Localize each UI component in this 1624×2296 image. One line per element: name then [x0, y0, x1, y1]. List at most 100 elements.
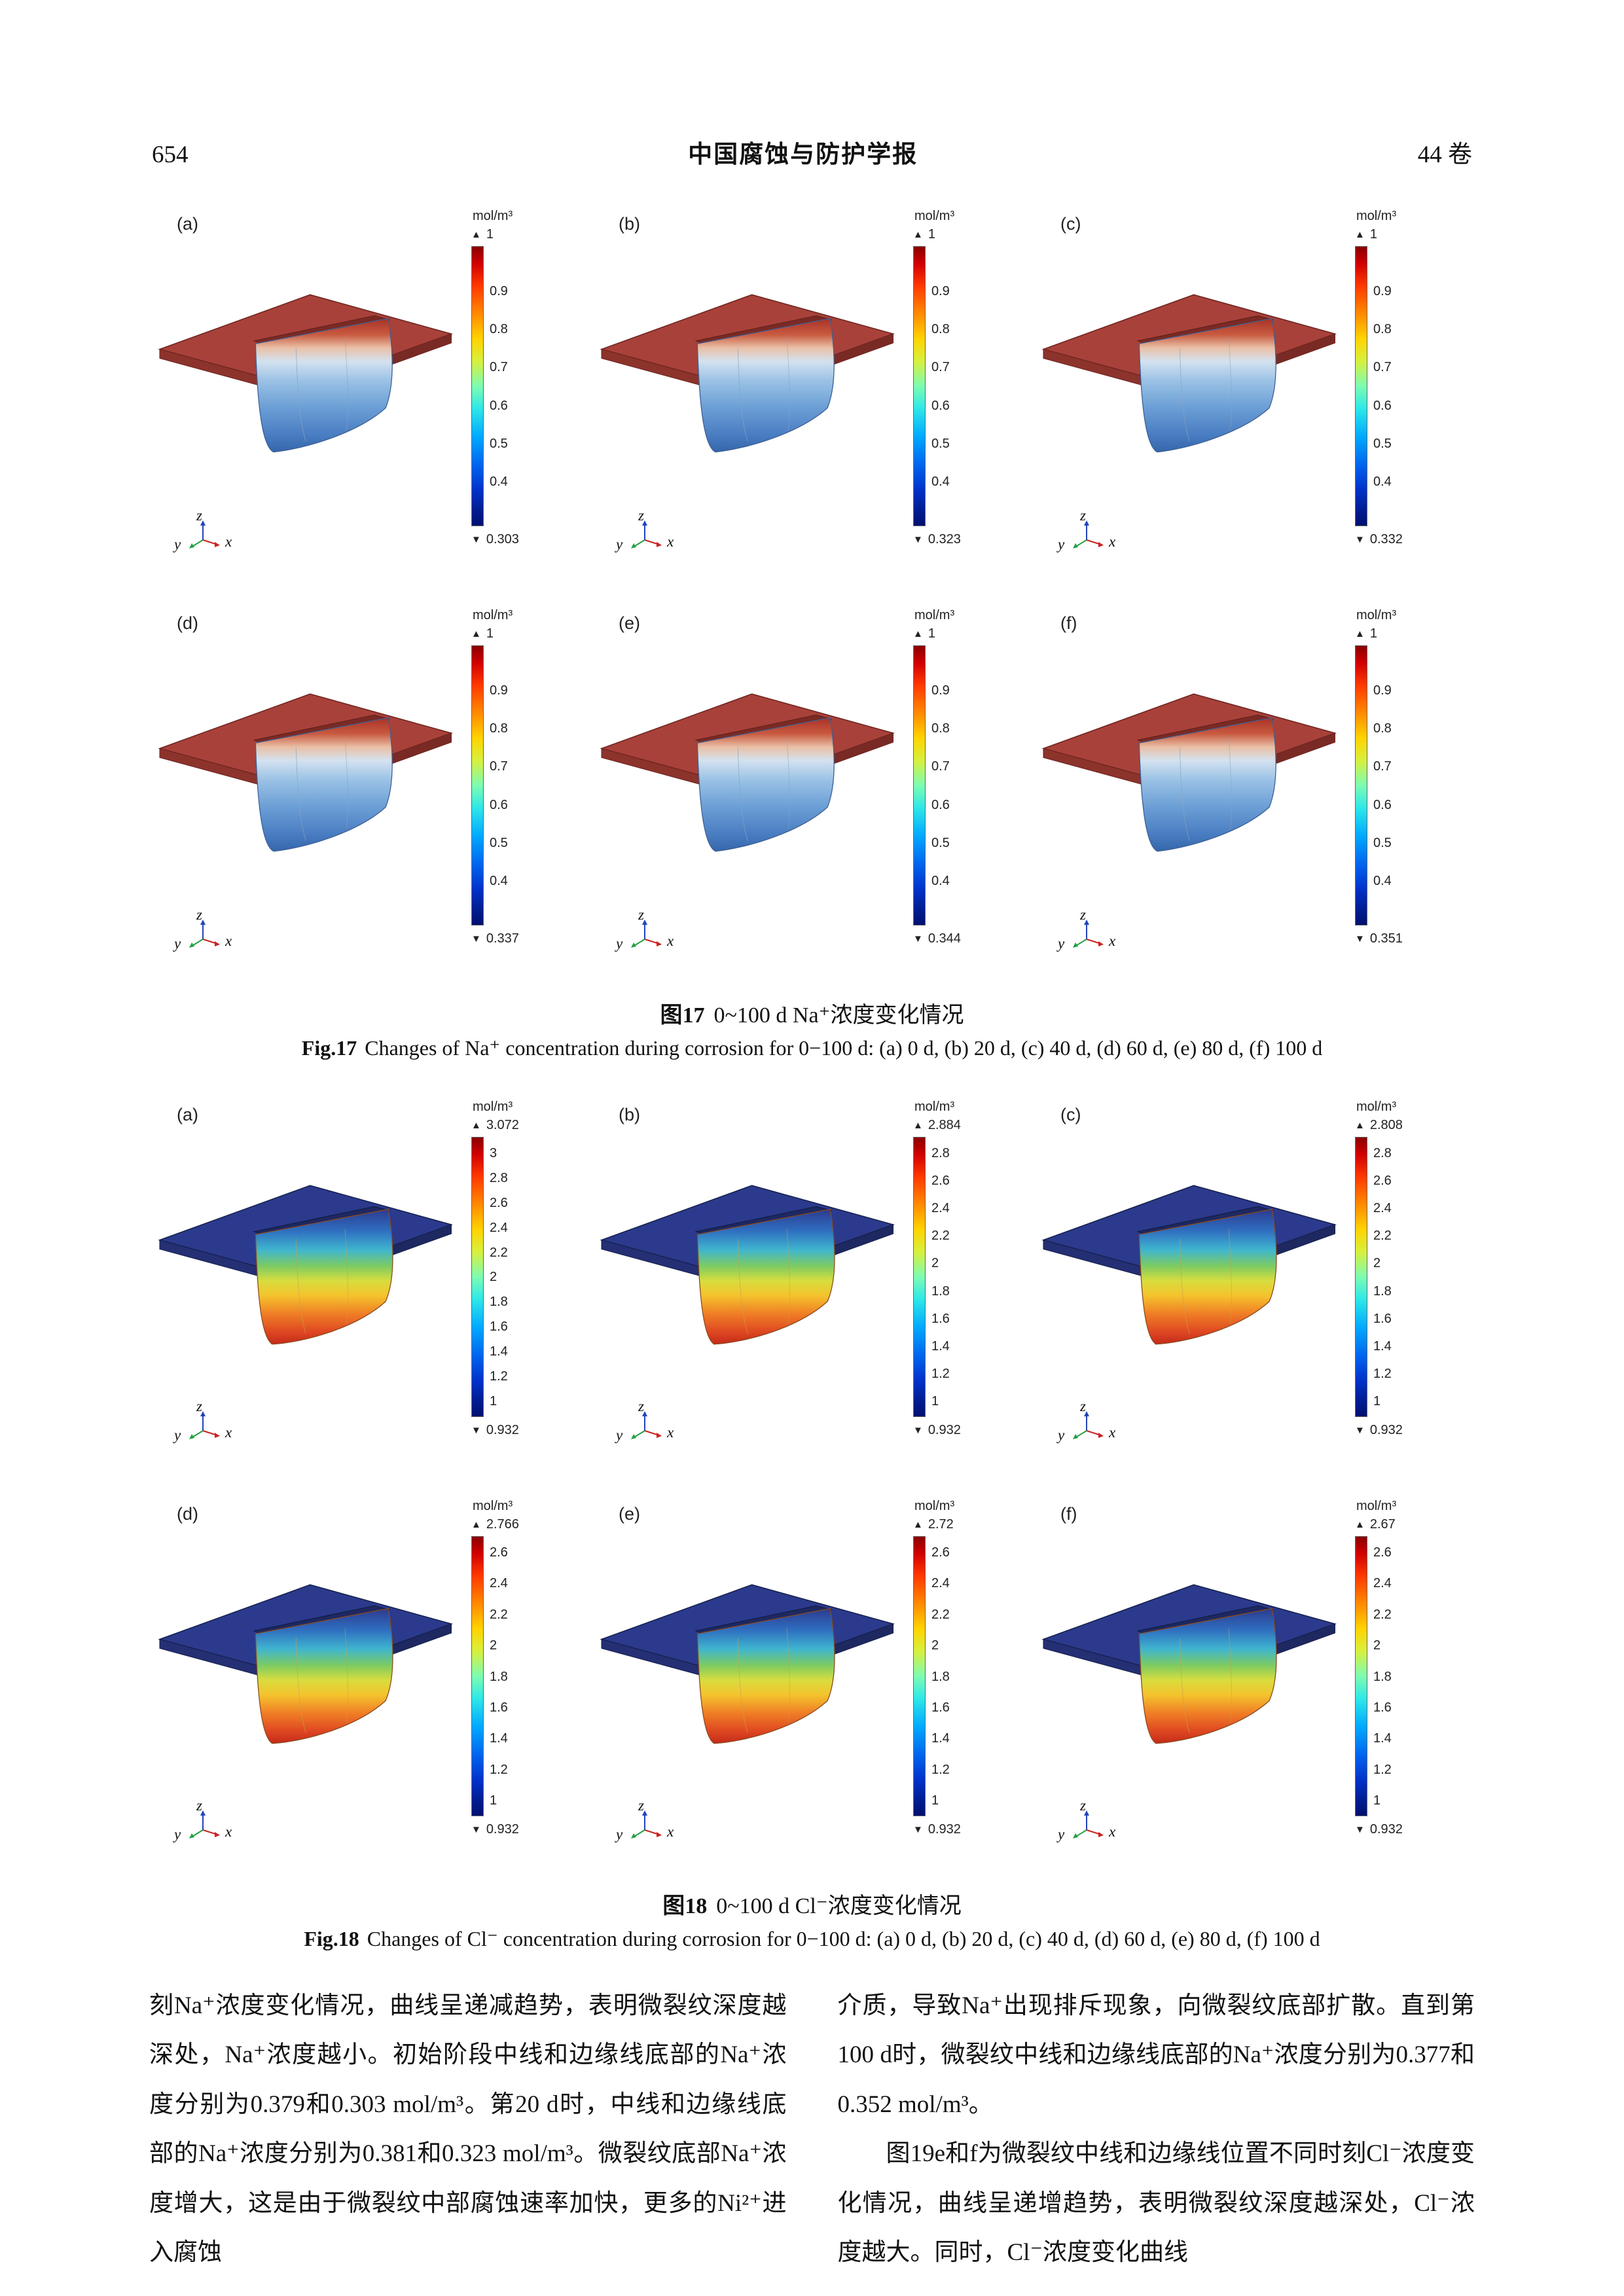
colorbar-tick-label: 0.5 [931, 436, 950, 451]
cl-concentration-3d-plot [149, 1522, 457, 1784]
colorbar-max: ▲ 2.884 [913, 1116, 1024, 1134]
axis-z-label: z [196, 507, 202, 524]
subplot-label: (a) [177, 1105, 198, 1124]
colorbar-body: 2.8 2.6 2.4 2.2 2 1.8 1.6 1.4 1.2 1 [1355, 1137, 1466, 1417]
colorbar-tick-label: 1.4 [490, 1731, 508, 1746]
colorbar-tick-label: 0.5 [490, 436, 508, 451]
subplot-label: (a) [177, 214, 198, 234]
colorbar-max: ▲ 2.808 [1355, 1116, 1466, 1134]
axis-z-label: z [196, 1797, 202, 1814]
colorbar-body: 0.9 0.8 0.7 0.6 0.5 0.4 [1355, 645, 1466, 925]
subplot-label: (d) [177, 1504, 198, 1524]
colorbar-ticks: 2.6 2.4 2.2 2 1.8 1.6 1.4 1.2 1 [931, 1536, 950, 1816]
colorbar-max-value: 3.072 [486, 1117, 519, 1132]
axis-arrows-icon [1068, 1808, 1109, 1842]
colorbar-tick-label: 0.9 [931, 284, 950, 298]
colorbar-tick-label: 3 [490, 1146, 497, 1160]
colorbar-ticks: 0.9 0.8 0.7 0.6 0.5 0.4 [1373, 246, 1392, 526]
colorbar-max-value: 1 [928, 226, 935, 242]
figure-17-caption-cn: 图17 0~100 d Na⁺浓度变化情况 [149, 997, 1475, 1029]
colorbar-tick-label: 0.5 [490, 835, 508, 850]
colorbar-min-value: 0.303 [486, 531, 519, 547]
max-arrow-icon: ▲ [1355, 628, 1365, 639]
axis-triad: z y x [616, 507, 679, 560]
colorbar-tick-label: 0.6 [490, 797, 508, 812]
colorbar: mol/m³ ▲ 1 0.9 0.8 0.7 0.6 0.5 0.4 ▼ 0.351 [1355, 608, 1466, 948]
colorbar-gradient [471, 1137, 484, 1417]
colorbar-max: ▲ 2.766 [471, 1515, 583, 1534]
colorbar-body: 0.9 0.8 0.7 0.6 0.5 0.4 [913, 246, 1024, 526]
cl-concentration-3d-plot [1033, 1123, 1341, 1385]
axis-x-label: x [1109, 933, 1116, 949]
max-arrow-icon: ▲ [471, 1119, 481, 1131]
axis-y-label: y [616, 935, 623, 952]
max-arrow-icon: ▲ [913, 1518, 923, 1530]
colorbar-unit: mol/m³ [473, 1100, 513, 1114]
colorbar-tick-label: 2 [931, 1256, 939, 1271]
colorbar-body: 0.9 0.8 0.7 0.6 0.5 0.4 [471, 645, 583, 925]
colorbar-gradient [1355, 1137, 1367, 1417]
axis-y-label: y [174, 536, 181, 552]
colorbar-min-value: 0.932 [928, 1422, 961, 1437]
paragraph: 刻Na⁺浓度变化情况，曲线呈递减趋势，表明微裂纹深度越深处，Na⁺浓度越小。初始… [149, 1992, 787, 2267]
na-concentration-3d-plot [1033, 232, 1341, 494]
figure-17-subplot: (d) z y x mol/m³ ▲ 1 [149, 603, 591, 988]
colorbar-min-value: 0.932 [1369, 1422, 1403, 1437]
colorbar-tick-label: 0.4 [931, 873, 950, 888]
figure-17-subplot: (b) z y x mol/m³ ▲ 1 [591, 204, 1033, 588]
colorbar-tick-label: 2.4 [1373, 1576, 1392, 1591]
colorbar-tick-label: 0.7 [931, 759, 950, 774]
colorbar-tick-label: 1.4 [1373, 1338, 1392, 1354]
colorbar-min: ▼ 0.351 [1355, 929, 1466, 948]
axis-x-label: x [225, 533, 232, 550]
axis-arrows-icon [626, 518, 667, 552]
colorbar-tick-label: 1.2 [931, 1366, 950, 1381]
axis-arrows-icon [1068, 917, 1109, 951]
axis-y-label: y [1058, 1427, 1065, 1443]
colorbar-tick-label: 0.4 [1373, 474, 1392, 489]
colorbar-tick-label: 0.9 [1373, 284, 1392, 298]
subplot-label: (b) [619, 1105, 640, 1124]
colorbar-unit: mol/m³ [914, 1499, 955, 1513]
colorbar-tick-label: 0.7 [1373, 360, 1392, 375]
colorbar-tick-label: 2.6 [931, 1545, 950, 1560]
colorbar-tick-label: 0.9 [490, 284, 508, 298]
colorbar-ticks: 0.9 0.8 0.7 0.6 0.5 0.4 [490, 645, 508, 925]
colorbar-tick-label: 1.4 [1373, 1731, 1392, 1746]
colorbar-unit: mol/m³ [914, 608, 955, 622]
axis-y-label: y [174, 935, 181, 952]
colorbar-tick-label: 1.2 [490, 1369, 508, 1384]
max-arrow-icon: ▲ [471, 228, 481, 240]
colorbar-gradient [913, 1137, 926, 1417]
paragraph: 图19e和f为微裂纹中线和边缘线位置不同时刻Cl⁻浓度变化情况，曲线呈递增趋势，… [837, 2140, 1475, 2267]
axis-arrows-icon [626, 1808, 667, 1842]
colorbar-unit: mol/m³ [914, 1100, 955, 1114]
colorbar-min-value: 0.332 [1369, 531, 1403, 547]
body-text-columns: 刻Na⁺浓度变化情况，曲线呈递减趋势，表明微裂纹深度越深处，Na⁺浓度越小。初始… [149, 1981, 1475, 2278]
colorbar-tick-label: 1 [931, 1793, 939, 1808]
colorbar: mol/m³ ▲ 1 0.9 0.8 0.7 0.6 0.5 0.4 ▼ 0.344 [913, 608, 1024, 948]
colorbar-tick-label: 1.4 [490, 1344, 508, 1359]
colorbar-tick-label: 2.2 [931, 1229, 950, 1244]
figure-18-caption-cn-text: 0~100 d Cl⁻浓度变化情况 [716, 1894, 962, 1918]
axis-y-label: y [1058, 536, 1065, 552]
colorbar-tick-label: 1.6 [490, 1319, 508, 1335]
axis-triad: z y x [1058, 507, 1121, 560]
na-concentration-3d-plot [1033, 632, 1341, 893]
min-arrow-icon: ▼ [913, 533, 923, 545]
colorbar-tick-label: 2 [490, 1270, 497, 1285]
figure-17-caption-cn-label: 图17 [660, 1003, 705, 1028]
colorbar-tick-label: 0.6 [490, 398, 508, 413]
axis-triad: z y x [174, 906, 237, 959]
axis-x-label: x [1109, 533, 1116, 550]
max-arrow-icon: ▲ [471, 1518, 481, 1530]
left-text-column: 刻Na⁺浓度变化情况，曲线呈递减趋势，表明微裂纹深度越深处，Na⁺浓度越小。初始… [149, 1981, 787, 2278]
colorbar-min: ▼ 0.932 [913, 1820, 1024, 1839]
colorbar-tick-label: 1 [1373, 1393, 1381, 1408]
colorbar-body: 0.9 0.8 0.7 0.6 0.5 0.4 [913, 645, 1024, 925]
cl-concentration-3d-plot [591, 1123, 899, 1385]
colorbar-tick-label: 2.8 [931, 1146, 950, 1160]
axis-y-label: y [616, 1826, 623, 1842]
colorbar-tick-label: 2.4 [931, 1576, 950, 1591]
axis-triad: z y x [174, 1797, 237, 1850]
